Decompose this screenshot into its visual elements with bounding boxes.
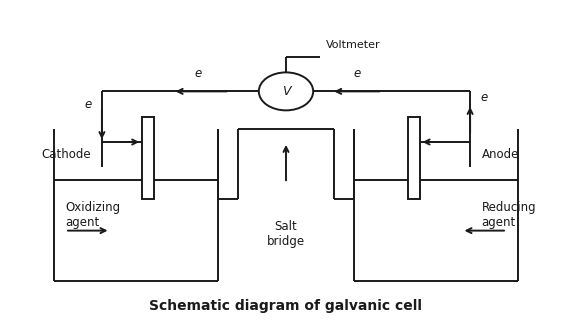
Bar	[141, 117, 154, 199]
Text: e: e	[480, 91, 488, 104]
Text: Reducing
agent: Reducing agent	[482, 201, 536, 229]
Text: e: e	[194, 68, 202, 80]
Text: Salt
bridge: Salt bridge	[267, 220, 305, 248]
Text: e: e	[353, 68, 360, 80]
Text: V: V	[282, 85, 290, 98]
Text: Oxidizing
agent: Oxidizing agent	[65, 201, 120, 229]
Ellipse shape	[259, 72, 313, 110]
Text: Anode: Anode	[482, 148, 519, 161]
Text: Voltmeter: Voltmeter	[325, 40, 380, 50]
Text: e: e	[84, 98, 92, 110]
Bar	[408, 117, 420, 199]
Text: Cathode: Cathode	[41, 148, 90, 161]
Text: Schematic diagram of galvanic cell: Schematic diagram of galvanic cell	[149, 299, 423, 313]
